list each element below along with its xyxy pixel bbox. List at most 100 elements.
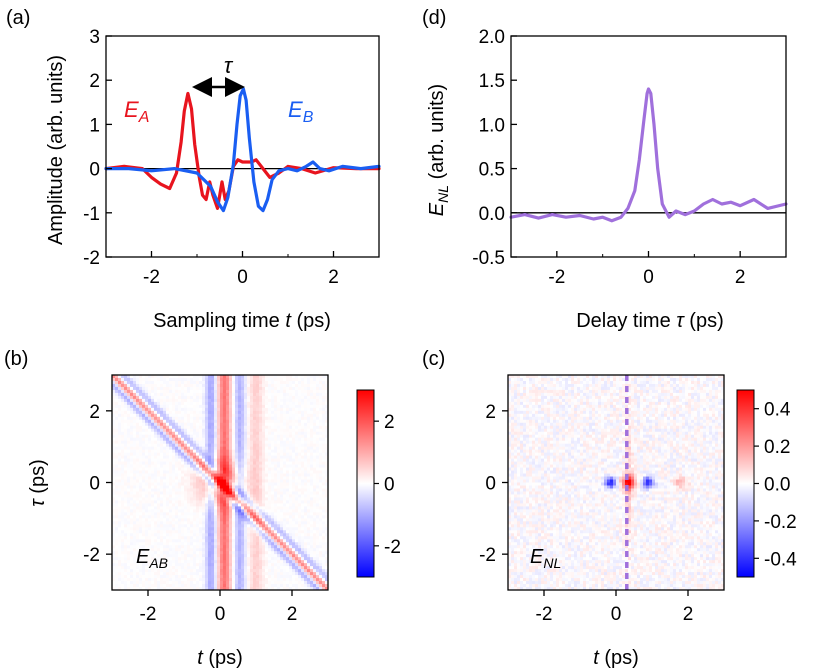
heatmap-cell bbox=[289, 416, 293, 421]
heatmap-cell bbox=[244, 425, 248, 430]
heatmap-cell bbox=[280, 377, 284, 382]
heatmap-cell bbox=[199, 473, 203, 477]
heatmap-cell bbox=[160, 440, 164, 445]
heatmap-cell bbox=[184, 464, 188, 468]
heatmap-cell bbox=[157, 425, 161, 430]
heatmap-cell bbox=[181, 407, 185, 412]
heatmap-cell bbox=[304, 401, 308, 406]
heatmap-cell bbox=[256, 392, 260, 397]
heatmap-cell bbox=[169, 461, 173, 465]
heatmap-cell bbox=[292, 551, 296, 555]
heatmap-cell bbox=[304, 380, 308, 385]
heatmap-cell bbox=[247, 425, 251, 430]
heatmap-cell bbox=[217, 401, 221, 406]
heatmap-cell bbox=[139, 500, 143, 504]
heatmap-cell bbox=[130, 539, 134, 543]
heatmap-cell bbox=[268, 375, 272, 379]
heatmap-cell bbox=[262, 533, 266, 537]
heatmap-cell bbox=[301, 497, 305, 501]
heatmap-cell bbox=[310, 563, 314, 567]
heatmap-cell bbox=[247, 410, 251, 415]
heatmap-cell bbox=[130, 512, 134, 516]
heatmap-cell bbox=[202, 467, 206, 471]
heatmap-cell bbox=[160, 470, 164, 474]
heatmap-cell bbox=[262, 578, 266, 582]
heatmap-cell bbox=[286, 578, 290, 582]
heatmap-cell bbox=[196, 554, 200, 558]
heatmap-cell bbox=[124, 443, 128, 448]
heatmap-cell bbox=[193, 404, 197, 409]
heatmap-cell bbox=[157, 434, 161, 439]
heatmap-cell bbox=[265, 449, 269, 454]
heatmap-cell bbox=[232, 422, 236, 427]
heatmap-cell bbox=[298, 377, 302, 382]
heatmap-cell bbox=[199, 533, 203, 537]
heatmap-cell bbox=[130, 479, 134, 483]
heatmap-cell bbox=[214, 392, 218, 397]
heatmap-cell bbox=[268, 545, 272, 549]
heatmap-cell bbox=[238, 548, 242, 552]
heatmap-cell bbox=[262, 425, 266, 430]
heatmap-cell bbox=[268, 548, 272, 552]
heatmap-cell bbox=[133, 434, 137, 439]
heatmap-cell bbox=[193, 383, 197, 388]
heatmap-cell bbox=[289, 410, 293, 415]
heatmap-cell bbox=[304, 416, 308, 421]
heatmap-cell bbox=[274, 446, 278, 451]
heatmap-cell bbox=[274, 464, 278, 468]
heatmap-cell bbox=[130, 413, 134, 418]
heatmap-cell bbox=[295, 455, 299, 460]
heatmap-cell bbox=[295, 458, 299, 462]
heatmap-cell bbox=[169, 479, 173, 483]
heatmap-cell bbox=[166, 542, 170, 546]
heatmap-cell bbox=[247, 455, 251, 460]
heatmap-cell bbox=[112, 446, 116, 451]
heatmap-cell bbox=[265, 419, 269, 424]
heatmap-cell bbox=[184, 392, 188, 397]
heatmap-cell bbox=[226, 548, 230, 552]
heatmap-cell bbox=[247, 377, 251, 382]
heatmap-cell bbox=[139, 572, 143, 576]
heatmap-cell bbox=[139, 545, 143, 549]
heatmap-cell bbox=[292, 566, 296, 570]
heatmap-cell bbox=[139, 377, 143, 382]
heatmap-cell bbox=[127, 509, 131, 513]
heatmap-cell bbox=[286, 416, 290, 421]
heatmap-cell bbox=[157, 569, 161, 573]
heatmap-cell bbox=[163, 380, 167, 385]
heatmap-cell bbox=[235, 413, 239, 418]
heatmap-cell bbox=[253, 401, 257, 406]
heatmap-cell bbox=[301, 473, 305, 477]
heatmap-cell bbox=[130, 521, 134, 525]
heatmap-cell bbox=[172, 464, 176, 468]
heatmap-cell bbox=[211, 521, 215, 525]
heatmap-cell bbox=[253, 578, 257, 582]
heatmap-cell bbox=[199, 413, 203, 418]
heatmap-cell bbox=[160, 434, 164, 439]
heatmap-cell bbox=[169, 401, 173, 406]
heatmap-cell bbox=[304, 533, 308, 537]
heatmap-cell bbox=[253, 491, 257, 495]
heatmap-cell bbox=[145, 506, 149, 510]
heatmap-cell bbox=[268, 437, 272, 442]
heatmap-cell bbox=[160, 461, 164, 465]
heatmap-cell bbox=[307, 554, 311, 558]
heatmap-cell bbox=[316, 473, 320, 477]
heatmap-cell bbox=[235, 380, 239, 385]
heatmap-cell bbox=[199, 584, 203, 588]
heatmap-cell bbox=[289, 485, 293, 489]
heatmap-cell bbox=[196, 413, 200, 418]
x-tick-label: -2 bbox=[143, 267, 160, 288]
panel-d: (d) -2 0 2-0.50.00.51.01.52.0 ENL (arb. un… bbox=[422, 7, 788, 332]
heatmap-cell bbox=[292, 398, 296, 403]
heatmap-cell bbox=[151, 509, 155, 513]
heatmap-cell bbox=[304, 509, 308, 513]
heatmap-cell bbox=[136, 551, 140, 555]
heatmap-cell bbox=[160, 428, 164, 433]
heatmap-cell bbox=[112, 422, 116, 427]
heatmap-cell bbox=[214, 407, 218, 412]
heatmap-cell bbox=[133, 527, 137, 531]
heatmap-cell bbox=[286, 413, 290, 418]
heatmap-cell bbox=[283, 572, 287, 576]
